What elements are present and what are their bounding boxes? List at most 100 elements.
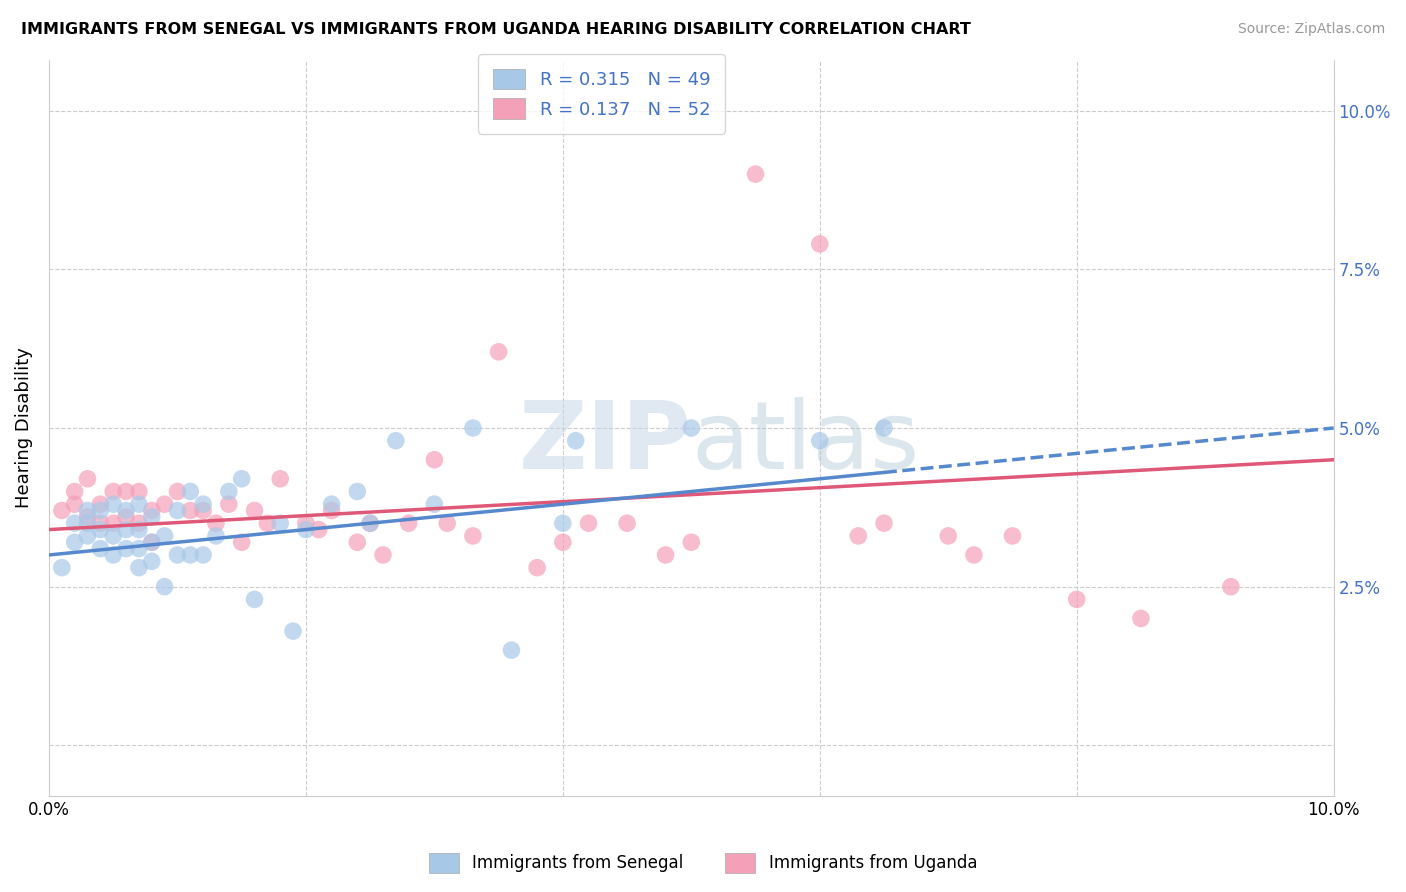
Point — [243, 592, 266, 607]
Y-axis label: Hearing Disability: Hearing Disability — [15, 348, 32, 508]
Point — [398, 516, 420, 531]
Point — [128, 523, 150, 537]
Point — [423, 497, 446, 511]
Point — [936, 529, 959, 543]
Point — [191, 548, 214, 562]
Point — [359, 516, 381, 531]
Text: atlas: atlas — [692, 397, 920, 489]
Point — [51, 503, 73, 517]
Point — [128, 541, 150, 556]
Point — [681, 421, 703, 435]
Point — [76, 503, 98, 517]
Point — [63, 535, 86, 549]
Legend: Immigrants from Senegal, Immigrants from Uganda: Immigrants from Senegal, Immigrants from… — [422, 847, 984, 880]
Point — [243, 503, 266, 517]
Point — [423, 452, 446, 467]
Point — [179, 548, 201, 562]
Point — [89, 516, 111, 531]
Point — [551, 535, 574, 549]
Point — [1219, 580, 1241, 594]
Point — [153, 580, 176, 594]
Point — [76, 472, 98, 486]
Point — [89, 523, 111, 537]
Point — [76, 529, 98, 543]
Point — [89, 541, 111, 556]
Point — [128, 484, 150, 499]
Text: Source: ZipAtlas.com: Source: ZipAtlas.com — [1237, 22, 1385, 37]
Point — [218, 484, 240, 499]
Point — [654, 548, 676, 562]
Point — [128, 497, 150, 511]
Point — [371, 548, 394, 562]
Point — [1066, 592, 1088, 607]
Point — [63, 497, 86, 511]
Text: ZIP: ZIP — [519, 397, 692, 489]
Point — [461, 529, 484, 543]
Point — [141, 535, 163, 549]
Point — [269, 516, 291, 531]
Point — [501, 643, 523, 657]
Point — [179, 484, 201, 499]
Point — [321, 497, 343, 511]
Point — [346, 535, 368, 549]
Point — [488, 344, 510, 359]
Point — [564, 434, 586, 448]
Point — [63, 516, 86, 531]
Point — [103, 529, 125, 543]
Point — [436, 516, 458, 531]
Point — [103, 497, 125, 511]
Point — [103, 484, 125, 499]
Point — [115, 541, 138, 556]
Point — [115, 523, 138, 537]
Point — [153, 497, 176, 511]
Point — [808, 434, 831, 448]
Point — [256, 516, 278, 531]
Point — [63, 484, 86, 499]
Point — [103, 516, 125, 531]
Point — [115, 509, 138, 524]
Point — [385, 434, 408, 448]
Point — [578, 516, 600, 531]
Point — [461, 421, 484, 435]
Point — [346, 484, 368, 499]
Point — [153, 529, 176, 543]
Point — [744, 167, 766, 181]
Point — [808, 236, 831, 251]
Point — [141, 554, 163, 568]
Point — [873, 421, 896, 435]
Point — [359, 516, 381, 531]
Point — [281, 624, 304, 639]
Point — [205, 529, 228, 543]
Point — [191, 503, 214, 517]
Point — [166, 484, 188, 499]
Point — [128, 516, 150, 531]
Point — [231, 535, 253, 549]
Point — [846, 529, 869, 543]
Point — [873, 516, 896, 531]
Point — [76, 509, 98, 524]
Point — [141, 535, 163, 549]
Point — [166, 548, 188, 562]
Point — [205, 516, 228, 531]
Point — [321, 503, 343, 517]
Point — [616, 516, 638, 531]
Point — [218, 497, 240, 511]
Point — [179, 503, 201, 517]
Point — [76, 516, 98, 531]
Text: IMMIGRANTS FROM SENEGAL VS IMMIGRANTS FROM UGANDA HEARING DISABILITY CORRELATION: IMMIGRANTS FROM SENEGAL VS IMMIGRANTS FR… — [21, 22, 972, 37]
Point — [103, 548, 125, 562]
Point — [89, 503, 111, 517]
Point — [231, 472, 253, 486]
Point — [963, 548, 986, 562]
Point — [295, 516, 318, 531]
Point — [128, 560, 150, 574]
Point — [141, 503, 163, 517]
Point — [141, 509, 163, 524]
Point — [269, 472, 291, 486]
Point — [115, 503, 138, 517]
Point — [51, 560, 73, 574]
Legend: R = 0.315   N = 49, R = 0.137   N = 52: R = 0.315 N = 49, R = 0.137 N = 52 — [478, 54, 724, 134]
Point — [115, 484, 138, 499]
Point — [681, 535, 703, 549]
Point — [166, 503, 188, 517]
